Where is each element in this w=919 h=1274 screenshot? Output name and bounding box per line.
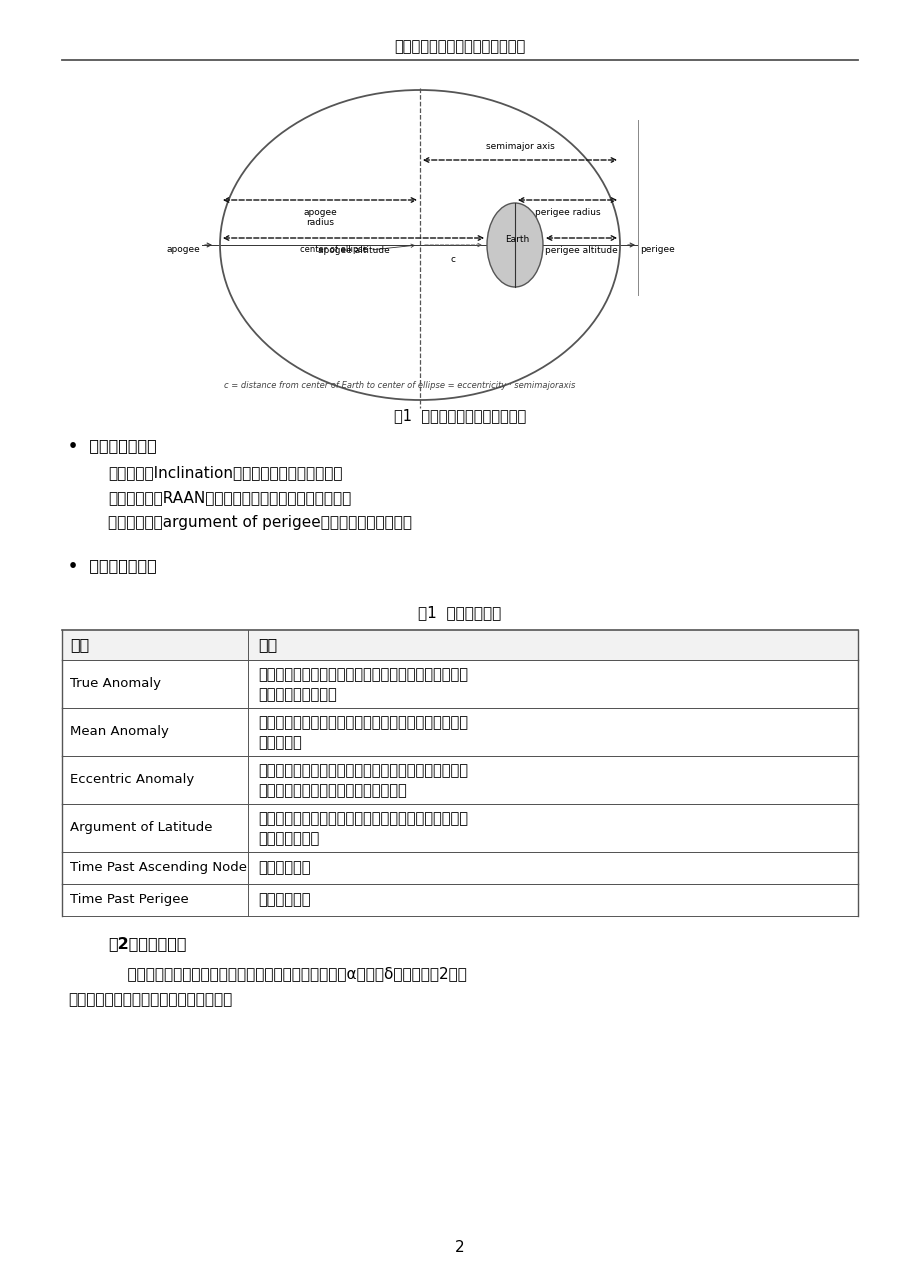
Text: 近地点幅角（argument of perigee）升交点与近地点夹角: 近地点幅角（argument of perigee）升交点与近地点夹角 <box>108 516 412 530</box>
Bar <box>62 631 857 660</box>
Bar <box>62 852 857 884</box>
Text: 卫星运动方向度量）: 卫星运动方向度量） <box>257 687 336 702</box>
Text: 2: 2 <box>455 1241 464 1255</box>
Text: 表1  卫星位置参数: 表1 卫星位置参数 <box>418 605 501 620</box>
Text: 过的角度）: 过的角度） <box>257 735 301 750</box>
Text: 与椭圆外切圆的交点之间的圆心角距）: 与椭圆外切圆的交点之间的圆心角距） <box>257 784 406 798</box>
Bar <box>62 804 857 852</box>
Text: center of ellipse: center of ellipse <box>300 246 368 255</box>
Text: Time Past Perigee: Time Past Perigee <box>70 893 188 907</box>
Text: 说明: 说明 <box>257 637 277 652</box>
Bar <box>62 884 857 916</box>
Text: perigee altitude: perigee altitude <box>545 246 618 255</box>
Text: 过近地点时间: 过近地点时间 <box>257 893 311 907</box>
Text: apogee: apogee <box>166 246 199 255</box>
Text: perigee radius: perigee radius <box>534 208 600 217</box>
Text: perigee: perigee <box>640 246 674 255</box>
Text: True Anomaly: True Anomaly <box>70 678 161 691</box>
Text: 偏近点角（近地点和卫星对轨道长轴垂直的反向延长线: 偏近点角（近地点和卫星对轨道长轴垂直的反向延长线 <box>257 763 468 778</box>
Text: （2）星下点轨迹: （2）星下点轨迹 <box>108 936 187 952</box>
Text: apogee
radius: apogee radius <box>302 208 336 227</box>
Text: •  轨道位置参数：: • 轨道位置参数： <box>68 438 156 454</box>
Text: Mean Anomaly: Mean Anomaly <box>70 725 169 739</box>
Ellipse shape <box>486 203 542 287</box>
Text: •  卫星位置参数：: • 卫星位置参数： <box>68 558 156 573</box>
Text: 平近点角（卫星从近地点开始按平均轨道角速度运动转: 平近点角（卫星从近地点开始按平均轨道角速度运动转 <box>257 715 468 730</box>
Text: 真近点角（近地点与卫星之间的地心角距，从近地点沿: 真近点角（近地点与卫星之间的地心角距，从近地点沿 <box>257 666 468 682</box>
Text: semimajor axis: semimajor axis <box>485 141 554 152</box>
Text: 图1  决定轨道大小和形状的参数: 图1 决定轨道大小和形状的参数 <box>393 409 526 423</box>
Text: Time Past Ascending Node: Time Past Ascending Node <box>70 861 246 874</box>
Bar <box>62 755 857 804</box>
Text: 过升交点时间: 过升交点时间 <box>257 860 311 875</box>
Text: 纬度幅角（升交点到卫星的地心张角，从升交点沿卫星: 纬度幅角（升交点到卫星的地心张角，从升交点沿卫星 <box>257 810 468 826</box>
Text: Argument of Latitude: Argument of Latitude <box>70 822 212 834</box>
Text: 在不考虑地球自转时，航天器的星下点轨迹直接用赤经α、赤纬δ表示（如图2）。: 在不考虑地球自转时，航天器的星下点轨迹直接用赤经α、赤纬δ表示（如图2）。 <box>108 967 466 981</box>
Text: apogee altitude: apogee altitude <box>317 246 389 255</box>
Text: 升交点赤经（RAAN）赤道平面春分点向右与升交点夹角: 升交点赤经（RAAN）赤道平面春分点向右与升交点夹角 <box>108 490 351 506</box>
Bar <box>62 660 857 708</box>
Bar <box>62 708 857 755</box>
Text: 运动方向度量）: 运动方向度量） <box>257 831 319 846</box>
Text: 轨道倾角（Inclination）轨道平面与赤道平面夹角: 轨道倾角（Inclination）轨道平面与赤道平面夹角 <box>108 465 342 480</box>
Text: 直接由轨道根数求得航天器的赤经赤纬。: 直接由轨道根数求得航天器的赤经赤纬。 <box>68 992 232 1008</box>
Text: c = distance from center of Earth to center of ellipse = eccentricity · semimajo: c = distance from center of Earth to cen… <box>224 381 575 390</box>
Text: Eccentric Anomaly: Eccentric Anomaly <box>70 773 194 786</box>
Text: 《飞行器轨道力学》课程实验报告: 《飞行器轨道力学》课程实验报告 <box>394 39 525 55</box>
Text: 参数: 参数 <box>70 637 89 652</box>
Text: c: c <box>450 255 456 264</box>
Text: Earth: Earth <box>505 236 528 245</box>
